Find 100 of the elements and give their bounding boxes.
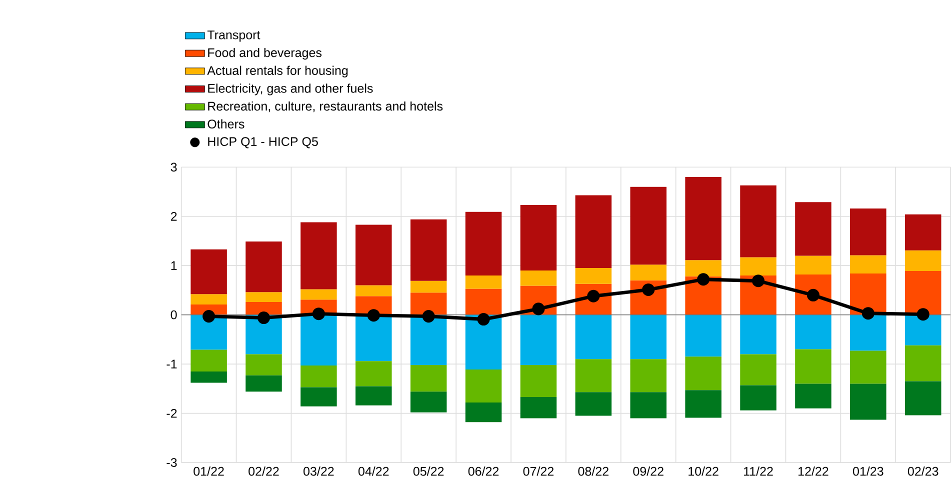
x-tick-label: 10/22 [688,466,718,476]
bar [520,397,557,418]
bar [575,268,612,284]
y-tick-label: 1 [171,262,177,270]
x-tick-label: 04/22 [358,466,389,476]
x-tick-label: 01/23 [852,466,884,476]
bar [740,257,776,276]
x-tick-label: 09/22 [633,466,664,476]
bar [795,256,832,275]
legend-label: Recreation, culture, restaurants and hotels [208,102,443,112]
bar [465,212,502,276]
bar [520,365,557,398]
bar [575,359,612,392]
bar [630,315,667,360]
bar [904,214,942,251]
bar [356,361,392,386]
x-tick-label: 12/22 [798,466,828,476]
bar [300,289,337,300]
bar [575,315,612,360]
bar [246,242,282,292]
point [367,309,380,322]
bar [246,302,282,316]
point [312,308,325,320]
point [862,307,874,320]
x-tick-label: 11/22 [744,466,773,476]
bar [850,384,886,420]
bar [520,315,557,366]
point [697,273,710,286]
bar [410,392,447,413]
x-tick-label: 03/22 [304,466,334,476]
point [916,308,930,321]
bar [850,315,886,351]
bar [300,387,337,407]
bar [630,264,667,281]
y-tick-label: -1 [166,360,177,369]
y-tick-label: -2 [166,409,177,418]
point [587,290,600,303]
bar [410,292,447,316]
bar [630,187,667,265]
bar [356,286,392,296]
bar [190,294,227,305]
x-tick-label: 06/22 [468,466,499,476]
bar [410,315,447,366]
bar [740,354,776,386]
bar [356,386,392,406]
bar [795,202,832,256]
x-tick-label: 02/22 [248,466,279,476]
point [752,274,765,288]
bar [246,354,282,376]
point [642,284,655,296]
bar [795,384,832,409]
bar [410,281,447,293]
legend-label: HICP Q1 - HICP Q5 [208,137,318,148]
legend-label: Actual rentals for housing [207,66,348,78]
point [477,313,490,326]
bar [465,370,502,403]
bar [246,292,282,302]
bar [685,356,722,390]
bar [520,205,557,271]
bar [904,250,942,272]
bar [850,255,886,274]
bar [795,350,832,384]
bar [190,315,227,350]
bar [465,276,502,289]
bar [740,186,776,258]
legend-label: Food and beverages [208,48,322,60]
bar [904,271,942,316]
y-tick-label: 2 [170,212,177,221]
y-tick-label: -3 [166,458,177,468]
legend-label: Transport [207,30,260,42]
bar [904,382,942,416]
bar [520,270,557,286]
bar [685,260,722,277]
bar [356,315,392,362]
point [257,312,270,324]
legend-label: Electricity, gas and other fuels [208,84,373,96]
bar [190,372,227,383]
y-tick-label: 3 [170,162,177,172]
point [532,302,545,316]
bar [685,390,722,418]
x-tick-label: 07/22 [523,466,554,476]
bar [685,177,722,260]
point [422,310,435,323]
bar [465,402,502,422]
bar [300,222,337,290]
bar [904,315,942,346]
x-tick-label: 02/23 [908,466,938,476]
bar [795,315,832,350]
x-tick-label: 01/22 [194,466,224,476]
bar [630,392,667,418]
point [806,289,820,302]
bar [685,315,722,357]
x-tick-label: 08/22 [578,466,608,476]
bar [246,376,282,392]
bar [410,220,447,282]
bar [630,359,667,392]
bar [356,224,392,286]
bar [575,392,612,416]
bar [904,346,942,382]
bar [850,208,886,256]
